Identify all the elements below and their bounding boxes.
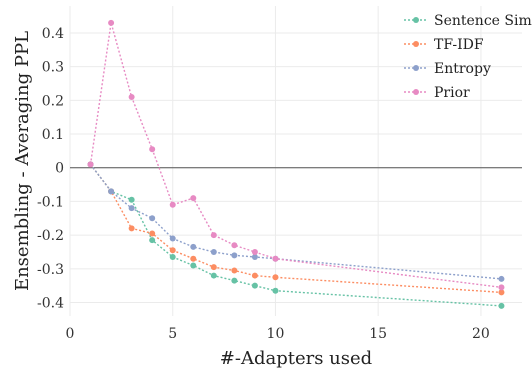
data-point	[231, 277, 238, 284]
legend-item: Entropy	[404, 61, 491, 77]
data-point	[169, 235, 176, 242]
legend-swatch-marker	[413, 17, 419, 23]
data-point	[190, 255, 197, 262]
legend-label: Entropy	[434, 61, 491, 77]
data-point	[251, 272, 258, 279]
legend-item: Prior	[404, 85, 470, 101]
series-tf-idf	[87, 161, 505, 296]
data-point	[498, 284, 505, 291]
legend: Sentence Sim TF-IDF Entropy Prior	[404, 13, 532, 101]
data-point	[149, 237, 156, 244]
series-line	[89, 163, 502, 307]
series-entropy	[87, 161, 505, 282]
data-point	[210, 232, 217, 239]
data-point	[251, 254, 258, 261]
y-tick-label: -0.3	[37, 262, 64, 278]
data-point	[498, 275, 505, 282]
data-point	[272, 287, 279, 294]
x-axis-title: #-Adapters used	[220, 348, 372, 369]
data-point	[169, 247, 176, 254]
x-tick-label: 20	[472, 326, 490, 342]
y-tick-label: -0.1	[37, 194, 64, 210]
data-point	[149, 215, 156, 222]
data-point	[149, 146, 156, 153]
legend-label: Sentence Sim	[434, 13, 532, 29]
series-layer	[87, 19, 505, 309]
data-point	[149, 230, 156, 237]
data-point	[169, 201, 176, 208]
data-point	[272, 255, 279, 262]
y-tick-label: 0.2	[42, 93, 64, 109]
data-point	[190, 262, 197, 269]
data-point	[128, 196, 135, 203]
data-point	[498, 302, 505, 309]
data-point	[251, 248, 258, 255]
x-tick-label: 15	[369, 326, 387, 342]
legend-swatch-marker	[413, 89, 419, 95]
data-point	[169, 254, 176, 261]
data-point	[210, 248, 217, 255]
data-point	[231, 242, 238, 249]
series-line	[89, 163, 502, 280]
data-point	[231, 252, 238, 259]
y-tick-label: -0.2	[37, 228, 64, 244]
x-tick-label: 10	[267, 326, 285, 342]
legend-label: TF-IDF	[434, 37, 484, 53]
data-point	[108, 19, 115, 26]
legend-item: Sentence Sim	[404, 13, 532, 29]
y-tick-label: 0.3	[42, 60, 64, 76]
legend-swatch-marker	[413, 65, 419, 71]
y-tick-label: 0.1	[42, 127, 64, 143]
legend-swatch-marker	[413, 41, 419, 47]
y-axis-ticks: -0.4 -0.3 -0.2 -0.1 0 0.1 0.2 0.3 0.4	[37, 26, 64, 312]
data-point	[210, 264, 217, 271]
y-tick-label: 0.4	[42, 26, 64, 42]
data-point	[498, 289, 505, 296]
x-tick-label: 0	[66, 326, 75, 342]
data-point	[190, 243, 197, 250]
legend-label: Prior	[434, 85, 470, 101]
x-tick-label: 5	[168, 326, 177, 342]
x-axis-ticks: 0 5 10 15 20	[66, 326, 490, 342]
legend-item: TF-IDF	[404, 37, 484, 53]
data-point	[251, 282, 258, 289]
data-point	[87, 161, 94, 168]
data-point	[210, 272, 217, 279]
data-point	[272, 274, 279, 281]
y-axis-title: Ensembling - Averaging PPL	[12, 31, 33, 291]
data-point	[231, 267, 238, 274]
data-point	[190, 195, 197, 202]
data-point	[128, 93, 135, 100]
series-line	[89, 163, 502, 294]
y-tick-label: -0.4	[37, 296, 64, 312]
y-tick-label: 0	[55, 161, 64, 177]
series-prior	[87, 19, 505, 291]
data-point	[128, 225, 135, 232]
data-point	[108, 188, 115, 195]
data-point	[128, 205, 135, 212]
